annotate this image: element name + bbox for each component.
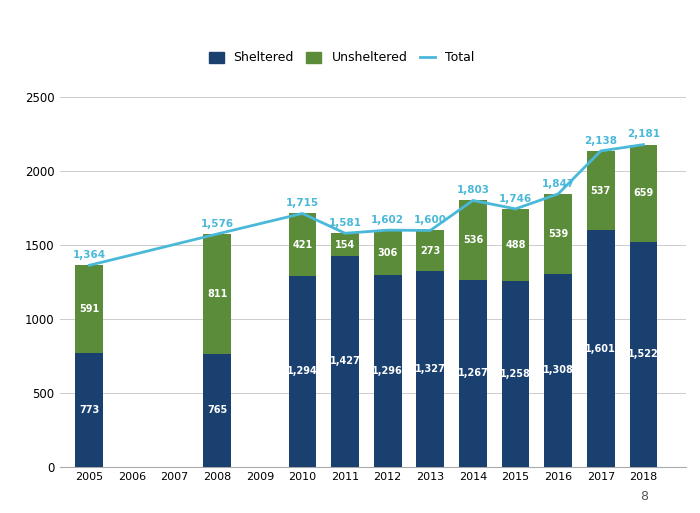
Text: 273: 273 [420, 246, 440, 255]
Text: 536: 536 [463, 235, 483, 245]
Bar [288, 213, 316, 275]
Bar [502, 209, 529, 281]
Text: 1,296: 1,296 [372, 366, 403, 376]
Bar [545, 273, 572, 467]
Text: 421: 421 [293, 240, 313, 249]
Bar [416, 230, 444, 271]
Bar [545, 194, 572, 273]
Text: 154: 154 [335, 240, 355, 250]
Text: 1,600: 1,600 [414, 215, 447, 225]
Bar [459, 201, 486, 280]
Bar [76, 352, 103, 467]
Bar [203, 234, 231, 354]
Bar [374, 275, 402, 467]
Text: 8: 8 [640, 490, 648, 503]
Text: 765: 765 [207, 405, 228, 416]
Bar [76, 265, 103, 352]
Text: 1,847: 1,847 [542, 179, 575, 189]
Text: 1,427: 1,427 [330, 357, 360, 366]
Legend: Sheltered, Unsheltered, Total: Sheltered, Unsheltered, Total [204, 47, 480, 69]
Bar [203, 354, 231, 467]
Bar [288, 275, 316, 467]
Bar [629, 242, 657, 467]
Bar [374, 230, 402, 275]
Text: 1,522: 1,522 [628, 349, 659, 360]
Text: 306: 306 [377, 248, 398, 258]
Text: 539: 539 [548, 229, 568, 239]
Text: 537: 537 [591, 186, 611, 195]
Text: 659: 659 [634, 188, 654, 199]
Text: 1,715: 1,715 [286, 199, 319, 208]
Bar [502, 281, 529, 467]
Bar [331, 256, 359, 467]
Text: 1,803: 1,803 [456, 185, 489, 195]
Text: 2,181: 2,181 [627, 129, 660, 140]
Text: 1,581: 1,581 [328, 218, 361, 228]
Text: 1,746: 1,746 [499, 194, 532, 204]
Text: 2005 – 2018 Trend in Vancouver: 2005 – 2018 Trend in Vancouver [18, 23, 517, 51]
Text: 1,308: 1,308 [542, 365, 573, 375]
Text: 811: 811 [207, 289, 228, 299]
Text: 1,327: 1,327 [415, 364, 446, 374]
Text: 1,602: 1,602 [371, 215, 404, 225]
Bar [331, 233, 359, 256]
Text: 1,258: 1,258 [500, 369, 531, 379]
Text: 1,576: 1,576 [201, 219, 234, 229]
Text: 1,364: 1,364 [73, 250, 106, 260]
Text: 1,267: 1,267 [458, 368, 489, 378]
Text: 488: 488 [505, 240, 526, 250]
Bar [459, 280, 486, 467]
Text: 1,294: 1,294 [287, 366, 318, 376]
Text: 591: 591 [79, 304, 99, 314]
Bar [416, 271, 444, 467]
Text: 1,601: 1,601 [585, 344, 616, 353]
Text: 2,138: 2,138 [584, 136, 617, 146]
Text: 773: 773 [79, 405, 99, 415]
Bar [587, 230, 615, 467]
Bar [587, 151, 615, 230]
Bar [629, 145, 657, 242]
